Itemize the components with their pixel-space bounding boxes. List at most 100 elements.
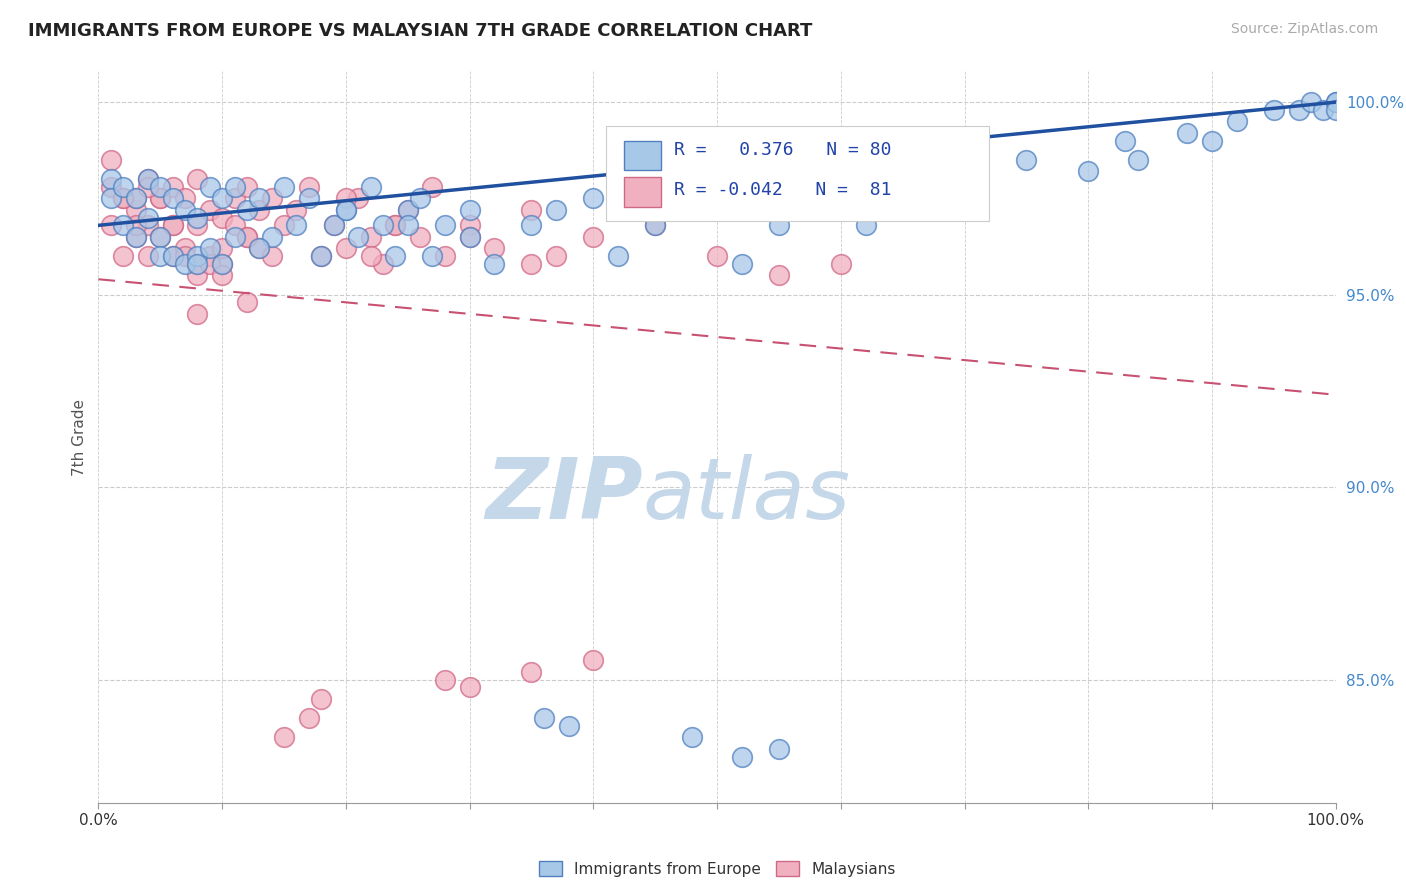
Point: [285, 202, 308, 217]
Text: R =   0.376   N = 80: R = 0.376 N = 80: [673, 141, 891, 160]
Point: [546, 249, 568, 263]
Point: [1263, 103, 1285, 117]
Point: [186, 249, 208, 263]
Point: [830, 191, 852, 205]
Point: [224, 219, 246, 233]
Point: [706, 249, 728, 263]
Y-axis label: 7th Grade: 7th Grade: [72, 399, 87, 475]
Point: [112, 191, 135, 205]
Point: [396, 202, 419, 217]
Point: [162, 249, 184, 263]
Point: [136, 249, 159, 263]
Point: [162, 191, 184, 205]
Point: [186, 257, 208, 271]
Text: atlas: atlas: [643, 454, 851, 537]
Point: [211, 191, 233, 205]
Point: [260, 249, 283, 263]
Point: [891, 179, 914, 194]
Point: [1312, 103, 1334, 117]
Point: [162, 179, 184, 194]
Point: [458, 681, 481, 695]
Point: [309, 691, 332, 706]
Point: [224, 191, 246, 205]
FancyBboxPatch shape: [606, 126, 990, 221]
Point: [112, 179, 135, 194]
Point: [1015, 153, 1038, 167]
Point: [371, 219, 394, 233]
Point: [520, 202, 543, 217]
Text: IMMIGRANTS FROM EUROPE VS MALAYSIAN 7TH GRADE CORRELATION CHART: IMMIGRANTS FROM EUROPE VS MALAYSIAN 7TH …: [28, 22, 813, 40]
Point: [335, 191, 357, 205]
Point: [335, 242, 357, 256]
Point: [546, 202, 568, 217]
Point: [1126, 153, 1149, 167]
Point: [804, 202, 827, 217]
Point: [384, 219, 406, 233]
Point: [422, 249, 444, 263]
Point: [211, 257, 233, 271]
Point: [322, 219, 344, 233]
FancyBboxPatch shape: [624, 178, 661, 207]
Point: [186, 257, 208, 271]
Point: [124, 230, 146, 244]
Point: [433, 249, 456, 263]
Point: [335, 202, 357, 217]
Point: [360, 249, 382, 263]
Point: [100, 219, 122, 233]
Point: [149, 230, 172, 244]
Point: [124, 230, 146, 244]
Point: [433, 219, 456, 233]
Point: [371, 257, 394, 271]
Text: R = -0.042   N =  81: R = -0.042 N = 81: [673, 181, 891, 199]
Point: [607, 249, 630, 263]
Point: [360, 230, 382, 244]
Point: [136, 179, 159, 194]
Point: [298, 191, 321, 205]
Point: [186, 172, 208, 186]
Point: [347, 191, 370, 205]
Point: [582, 230, 605, 244]
Point: [100, 191, 122, 205]
Point: [309, 249, 332, 263]
Point: [298, 711, 321, 725]
Point: [768, 742, 790, 756]
Point: [644, 219, 666, 233]
Point: [174, 202, 197, 217]
Point: [112, 249, 135, 263]
Point: [174, 242, 197, 256]
Point: [174, 249, 197, 263]
Point: [136, 219, 159, 233]
Point: [124, 219, 146, 233]
Point: [731, 749, 754, 764]
Point: [433, 673, 456, 687]
Point: [247, 242, 270, 256]
Point: [186, 211, 208, 225]
Point: [247, 202, 270, 217]
Point: [236, 230, 259, 244]
Point: [1324, 103, 1347, 117]
Point: [731, 257, 754, 271]
Point: [236, 230, 259, 244]
Point: [186, 268, 208, 283]
Point: [855, 219, 877, 233]
Point: [484, 257, 506, 271]
Point: [1226, 114, 1249, 128]
Point: [520, 257, 543, 271]
Point: [124, 191, 146, 205]
Point: [409, 230, 432, 244]
Point: [198, 242, 221, 256]
Point: [458, 202, 481, 217]
Point: [298, 179, 321, 194]
Point: [1288, 103, 1310, 117]
Point: [211, 268, 233, 283]
Point: [1175, 126, 1198, 140]
Point: [384, 249, 406, 263]
Point: [533, 711, 555, 725]
Point: [706, 202, 728, 217]
Point: [1324, 95, 1347, 110]
Point: [458, 219, 481, 233]
Point: [1114, 134, 1136, 148]
Point: [458, 230, 481, 244]
Point: [260, 191, 283, 205]
Point: [396, 219, 419, 233]
